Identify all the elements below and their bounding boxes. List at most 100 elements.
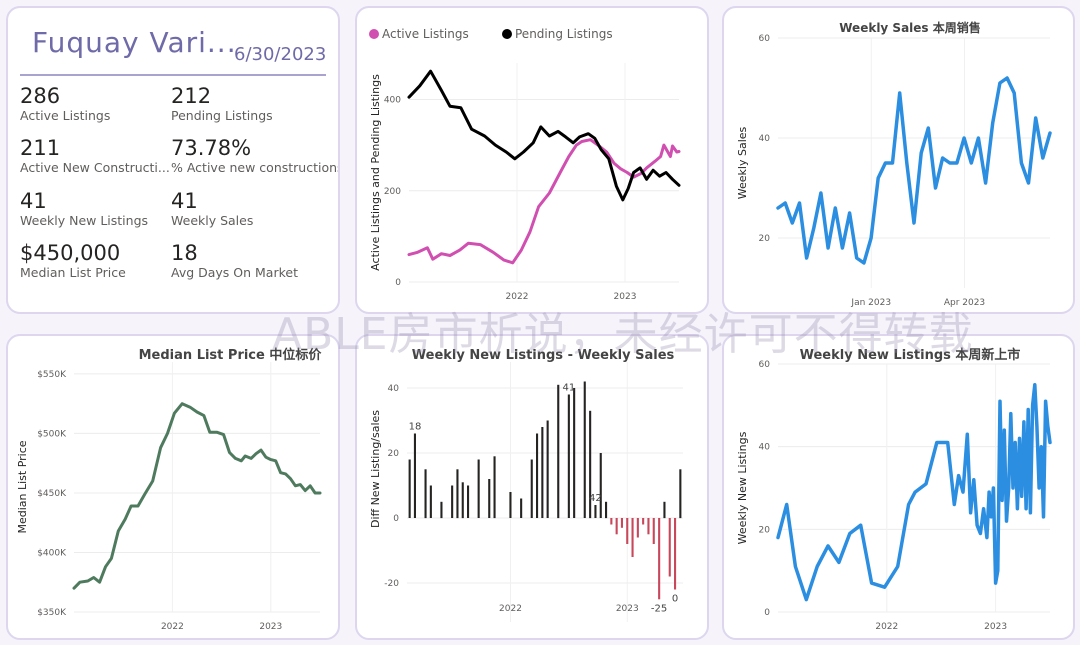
bar — [546, 420, 549, 518]
kpi-label: Active Listings — [20, 108, 111, 123]
y-tick-label: 0 — [393, 514, 399, 524]
bar — [541, 427, 544, 518]
data-label: -25 — [651, 603, 667, 614]
y-tick-label: 60 — [759, 34, 771, 44]
bar — [647, 518, 650, 535]
bar — [429, 485, 432, 518]
x-tick-label: 2022 — [506, 292, 529, 302]
y-tick-label: $400K — [37, 548, 67, 558]
bar — [674, 518, 677, 590]
x-tick-label: 2022 — [161, 622, 184, 632]
legend-marker — [369, 29, 379, 39]
bar — [567, 394, 570, 518]
y-tick-label: 400 — [384, 96, 401, 106]
active-pending-chart-card: 0 200 400 2022 2023 Active Listings and Pendi… — [355, 6, 709, 314]
kpi-divider — [20, 74, 326, 76]
kpi-active-new-construction: 211 Active New Constructi... — [20, 136, 170, 176]
y-tick-label: $450K — [37, 489, 67, 499]
bar — [636, 518, 639, 538]
median-list-price-chart-card: $350K $400K $450K $500K $550K 2022 2023 Median … — [6, 334, 340, 640]
bar — [440, 501, 443, 519]
bar — [679, 469, 682, 519]
y-axis-label: Median List Price — [16, 440, 29, 533]
kpi-label: Pending Listings — [171, 108, 273, 123]
series-line-weekly-sales — [776, 76, 1052, 265]
kpi-pending-listings: 212 Pending Listings — [171, 84, 273, 124]
y-tick-label: 20 — [759, 234, 771, 244]
x-tick-label: 2023 — [616, 604, 639, 614]
legend-label: Pending Listings — [515, 27, 613, 41]
bar — [477, 459, 480, 518]
bar — [652, 518, 655, 544]
kpi-label: Active New Constructi... — [20, 160, 170, 175]
kpi-value: 212 — [171, 84, 212, 108]
kpi-weekly-new-listings: 41 Weekly New Listings — [20, 189, 148, 229]
x-tick-label: Jan 2023 — [850, 298, 891, 308]
weekly-new-listings-chart-card: 0 20 40 60 2022 2023 Weekly New Listings Weekly… — [722, 334, 1075, 640]
kpi-avg-days-on-market: 18 Avg Days On Market — [171, 241, 298, 281]
chart-title: Weekly New Listings - Weekly Sales — [412, 348, 675, 363]
legend-label: Active Listings — [382, 27, 469, 41]
y-tick-label: 20 — [388, 449, 400, 459]
bar — [520, 498, 523, 518]
x-tick-label: 2023 — [259, 622, 282, 632]
y-tick-label: $350K — [37, 608, 67, 618]
bar — [413, 433, 416, 518]
bar — [424, 469, 427, 519]
bar — [509, 492, 512, 518]
bar — [605, 501, 608, 519]
kpi-value: 41 — [171, 189, 198, 213]
y-axis-label: Weekly New Listings — [736, 431, 749, 544]
kpi-median-list-price: $450,000 Median List Price — [20, 241, 126, 281]
kpi-label: Weekly New Listings — [20, 213, 149, 228]
kpi-value: 286 — [20, 84, 61, 108]
listings-minus-sales-chart-card: -20 0 20 40 2022 2023 Diff New Listing/sales We… — [355, 334, 709, 640]
bar — [467, 485, 470, 518]
y-tick-label: 40 — [759, 443, 771, 453]
bar — [594, 505, 597, 518]
listings-minus-sales-chart: -20 0 20 40 2022 2023 Diff New Listing/sales We… — [369, 348, 683, 622]
x-tick-label: 2022 — [875, 622, 898, 632]
weekly-sales-chart-card: 20 40 60 Jan 2023 Apr 2023 Weekly Sales Weekly… — [722, 6, 1075, 314]
median-list-price-chart: $350K $400K $450K $500K $550K 2022 2023 Median … — [16, 347, 322, 632]
bar — [557, 384, 560, 519]
bar — [583, 381, 586, 518]
y-tick-label: 20 — [759, 525, 771, 535]
y-axis-label: Weekly Sales — [736, 126, 749, 199]
y-axis-label: Diff New Listing/sales — [369, 410, 382, 528]
bar — [456, 469, 459, 519]
bar — [658, 518, 661, 600]
kpi-value: 211 — [20, 136, 61, 160]
kpi-label: Weekly Sales — [171, 213, 254, 228]
y-tick-label: 60 — [759, 360, 771, 370]
bar — [663, 501, 666, 519]
legend-marker — [502, 29, 512, 39]
chart-title: Weekly New Listings 本周新上市 — [800, 347, 1021, 363]
y-axis-label: Active Listings and Pending Listings — [369, 74, 382, 271]
series-line-active-listings — [407, 138, 681, 265]
bar — [573, 388, 576, 518]
kpi-value: 41 — [20, 189, 47, 213]
bar — [599, 453, 602, 518]
bar — [615, 518, 618, 535]
series-line-weekly-new-listings — [776, 382, 1052, 602]
kpi-label: Median List Price — [20, 265, 126, 280]
y-tick-label: $500K — [37, 429, 67, 439]
weekly-new-listings-chart: 0 20 40 60 2022 2023 Weekly New Listings Weekly… — [736, 347, 1052, 632]
bar — [451, 485, 454, 518]
bar — [589, 410, 592, 519]
data-label: 41 — [563, 383, 576, 394]
bar — [530, 459, 533, 518]
kpi-weekly-sales: 41 Weekly Sales — [171, 189, 253, 229]
bar — [620, 518, 623, 528]
x-tick-label: 2023 — [984, 622, 1007, 632]
y-tick-label: 200 — [384, 187, 401, 197]
x-tick-label: 2022 — [499, 604, 522, 614]
y-tick-label: 0 — [395, 278, 401, 288]
bar — [668, 518, 671, 577]
kpi-label: Avg Days On Market — [171, 265, 298, 280]
data-label: 18 — [409, 422, 422, 433]
bar — [493, 456, 496, 519]
bar — [408, 459, 411, 518]
kpi-value: 73.78% — [171, 136, 252, 160]
